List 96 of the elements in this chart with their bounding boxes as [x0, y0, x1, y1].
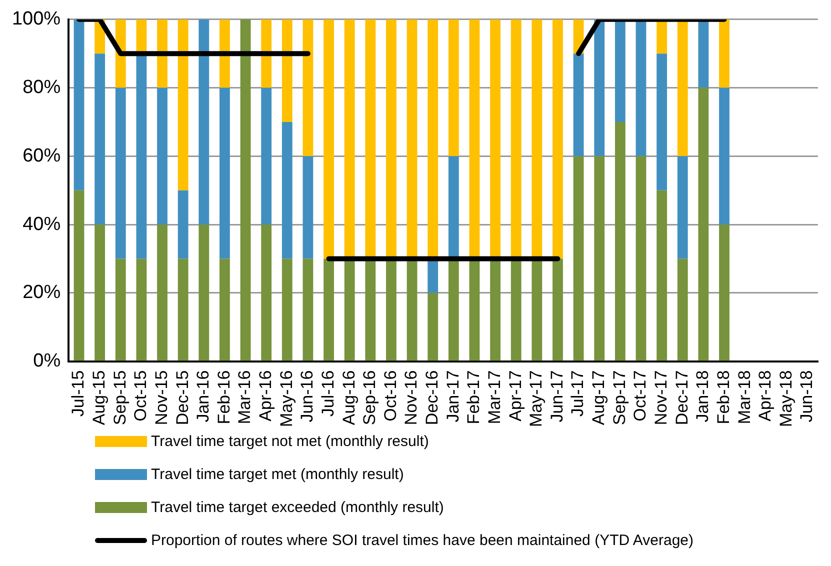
bar [324, 258, 334, 361]
x-tick-label: Sep-16 [360, 370, 380, 426]
y-tick-label: 60% [22, 145, 61, 166]
legend-label: Travel time target not met (monthly result) [151, 433, 429, 450]
bar [115, 88, 126, 259]
bar [94, 224, 106, 361]
bar [302, 19, 314, 156]
bar [594, 156, 605, 361]
x-tick-label: Feb-18 [714, 370, 733, 424]
x-tick-label: Jun-16 [298, 370, 317, 422]
bar [594, 19, 605, 156]
x-tick-label: Jul-16 [318, 370, 338, 417]
x-tick-label: Aug-16 [339, 370, 358, 426]
y-tick-label: 20% [22, 282, 61, 304]
bar [157, 88, 168, 225]
bar [656, 54, 668, 190]
x-tick-label: Jul-17 [568, 370, 588, 417]
bar [719, 19, 730, 88]
bar [94, 54, 106, 225]
x-tick-label: Jan-18 [693, 370, 712, 422]
legend-label: Proportion of routes where SOI travel times have been maintained (YTD Average) [151, 532, 694, 549]
x-tick-label: Apr-18 [756, 370, 775, 422]
legend-label: Travel time target met (monthly result) [151, 466, 404, 483]
x-tick-label: Feb-17 [464, 370, 484, 424]
x-tick-label: May-16 [276, 370, 296, 427]
x-tick-label: Oct-15 [131, 370, 150, 422]
bar [552, 258, 563, 361]
bar [719, 88, 730, 225]
bar [198, 224, 210, 361]
bar [115, 258, 126, 361]
bar [324, 19, 334, 259]
bar [282, 122, 292, 259]
y-tick-label: 100% [12, 8, 61, 30]
x-tick-label: Mar-16 [235, 370, 254, 424]
bar [282, 258, 292, 361]
x-tick-label: Mar-17 [484, 370, 504, 424]
x-tick-label: Dec-17 [672, 370, 692, 426]
x-tick-label: Apr-16 [256, 370, 276, 422]
bar [198, 19, 210, 225]
bar [178, 258, 188, 361]
bar [261, 224, 272, 361]
x-tick-label: May-17 [526, 370, 546, 427]
bar [719, 224, 730, 361]
bar [573, 156, 584, 361]
bar [302, 156, 314, 259]
x-tick-label: Jan-17 [443, 370, 462, 422]
x-tick-label: Nov-16 [402, 370, 421, 426]
y-tick-label: 80% [22, 77, 61, 98]
bar [573, 54, 584, 156]
bar [74, 19, 84, 190]
bar [552, 19, 563, 259]
x-tick-label: Mar-18 [734, 370, 754, 424]
bar [220, 19, 230, 88]
bar [157, 224, 168, 361]
bar [220, 88, 230, 259]
bar [636, 156, 646, 361]
bar [136, 258, 147, 361]
x-tick-label: Feb-16 [214, 370, 234, 424]
y-tick-label: 40% [22, 214, 61, 235]
x-tick-label: Apr-17 [506, 370, 525, 422]
bar [656, 190, 668, 361]
x-tick-label: Jun-17 [547, 370, 566, 422]
bar [261, 88, 272, 225]
bar [302, 258, 314, 361]
bar [677, 258, 688, 361]
bar [428, 292, 438, 361]
x-tick-label: Nov-17 [652, 370, 670, 426]
x-tick-label: Oct-16 [380, 370, 400, 422]
bar [698, 88, 709, 361]
bar [677, 156, 688, 259]
bar [157, 19, 168, 88]
bar [74, 190, 84, 361]
bar [677, 19, 688, 156]
y-tick-label: 0% [33, 350, 61, 372]
bar [448, 19, 459, 156]
bar [240, 19, 251, 361]
x-tick-label: Jul-15 [68, 370, 88, 417]
x-tick-label: Aug-15 [90, 370, 109, 426]
legend-label: Travel time target exceeded (monthly result) [151, 499, 444, 516]
bar [656, 19, 668, 54]
x-tick-label: Dec-15 [172, 370, 192, 426]
x-tick-label: Dec-16 [422, 370, 442, 426]
bar [261, 19, 272, 88]
x-tick-label: Jan-16 [194, 370, 213, 422]
bar [178, 190, 188, 259]
x-tick-label: Sep-17 [610, 370, 629, 426]
x-tick-label: Oct-17 [630, 370, 650, 422]
x-tick-label: May-18 [776, 370, 796, 427]
x-tick-label: Nov-15 [152, 370, 171, 426]
bar [220, 258, 230, 361]
bar [178, 19, 188, 190]
x-tick-label: Aug-17 [589, 370, 608, 426]
x-tick-label: Sep-15 [110, 370, 130, 426]
bar [282, 19, 292, 122]
bar [614, 122, 626, 361]
x-tick-label: Jun-18 [797, 370, 816, 422]
